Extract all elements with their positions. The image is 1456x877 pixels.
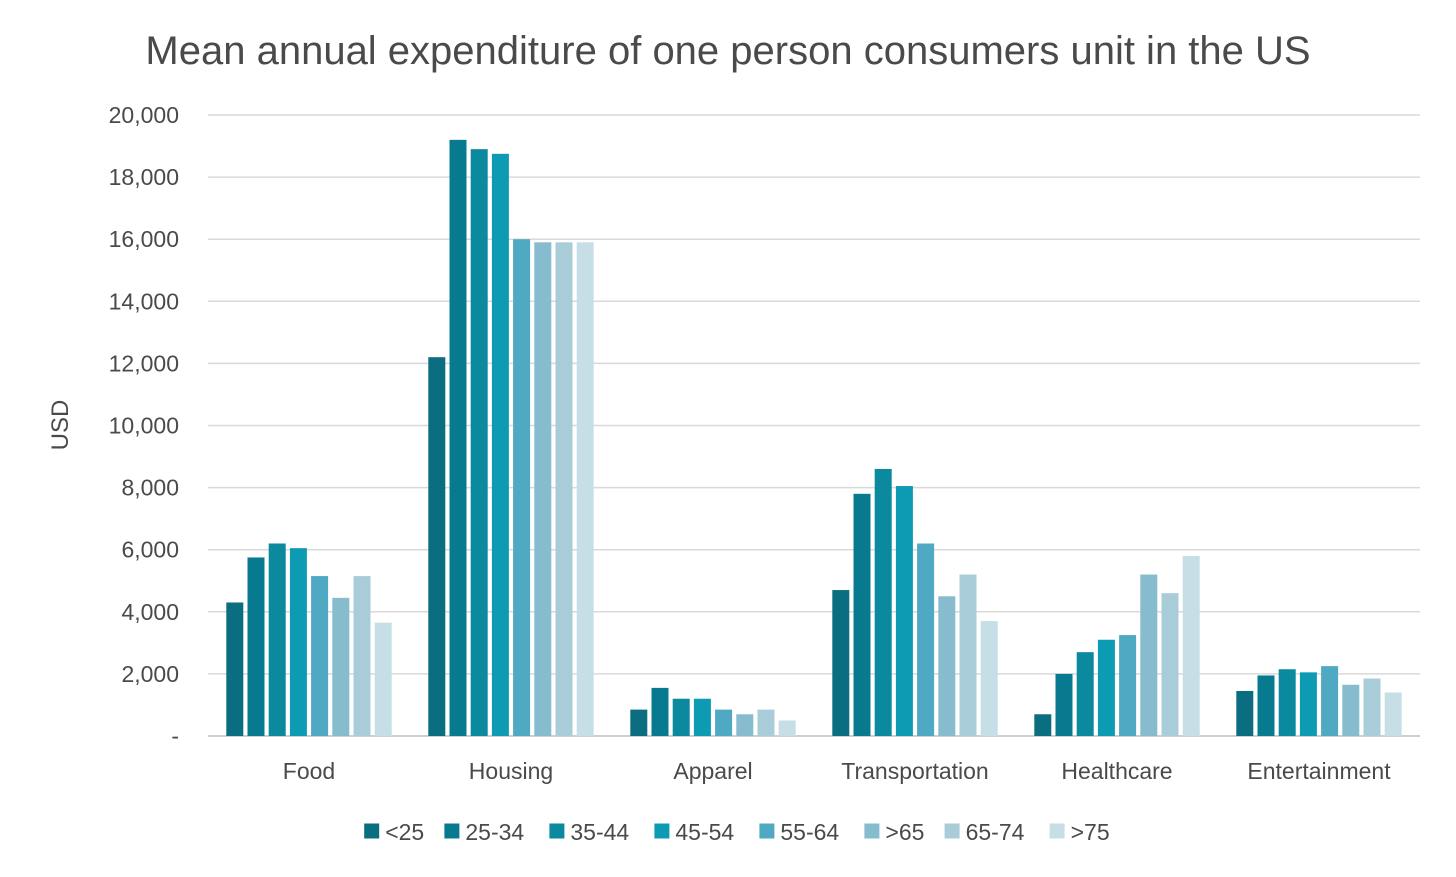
y-tick-label: 12,000 bbox=[109, 350, 179, 376]
x-axis-ticks: Food Housing Apparel Transportation Healthca… bbox=[283, 758, 1391, 784]
legend-swatch bbox=[654, 823, 670, 839]
bar-apparel-3 bbox=[693, 698, 711, 736]
bar-apparel-1 bbox=[651, 687, 669, 736]
bar-transportation-7 bbox=[980, 621, 998, 736]
bar-healthcare-7 bbox=[1182, 555, 1200, 736]
bar-transportation-4 bbox=[917, 543, 935, 736]
y-tick-label: 20,000 bbox=[109, 102, 179, 128]
bar-healthcare-5 bbox=[1140, 574, 1158, 736]
legend-label: 55-64 bbox=[780, 819, 839, 845]
bar-entertainment-4 bbox=[1321, 666, 1339, 736]
bar-housing-5 bbox=[534, 242, 552, 736]
bar-food-5 bbox=[332, 597, 350, 736]
bar-apparel-5 bbox=[736, 714, 754, 736]
x-tick-label: Transportation bbox=[841, 758, 988, 784]
chart-title: Mean annual expenditure of one person co… bbox=[145, 29, 1310, 73]
x-tick-label: Food bbox=[283, 758, 335, 784]
legend-swatch bbox=[944, 823, 960, 839]
legend-label: <25 bbox=[385, 819, 424, 845]
y-tick-label: 4,000 bbox=[121, 599, 179, 625]
bar-food-2 bbox=[268, 543, 286, 736]
bar-apparel-0 bbox=[630, 709, 648, 736]
bar-apparel-4 bbox=[715, 709, 733, 736]
bar-healthcare-0 bbox=[1034, 714, 1052, 736]
legend-item: 25-34 bbox=[444, 819, 524, 845]
bar-entertainment-2 bbox=[1278, 669, 1296, 736]
legend-item: <25 bbox=[364, 819, 424, 845]
bar-food-3 bbox=[289, 548, 307, 736]
gridlines bbox=[208, 114, 1420, 737]
bar-entertainment-1 bbox=[1257, 675, 1275, 736]
legend-swatch bbox=[549, 823, 565, 839]
bar-transportation-5 bbox=[938, 596, 956, 736]
legend-item: 35-44 bbox=[549, 819, 629, 845]
bar-housing-0 bbox=[428, 357, 446, 736]
bar-transportation-1 bbox=[853, 493, 871, 736]
bar-entertainment-3 bbox=[1299, 672, 1317, 736]
bar-transportation-3 bbox=[895, 486, 913, 736]
legend: <25 25-34 35-44 45-54 55-64 >65 65-74 >75 bbox=[364, 819, 1110, 845]
bar-entertainment-5 bbox=[1342, 684, 1360, 736]
bar-food-6 bbox=[353, 576, 371, 736]
bar-housing-6 bbox=[555, 242, 573, 736]
legend-swatch bbox=[759, 823, 775, 839]
bar-transportation-2 bbox=[874, 468, 892, 736]
y-tick-label: 18,000 bbox=[109, 164, 179, 190]
legend-item: 55-64 bbox=[759, 819, 839, 845]
legend-label: >75 bbox=[1071, 819, 1110, 845]
bar-transportation-0 bbox=[832, 590, 850, 736]
bar-healthcare-6 bbox=[1161, 593, 1179, 736]
x-tick-label: Entertainment bbox=[1247, 758, 1391, 784]
bar-entertainment-0 bbox=[1236, 690, 1254, 736]
bar-transportation-6 bbox=[959, 574, 977, 736]
legend-item: 65-74 bbox=[944, 819, 1025, 845]
legend-label: 45-54 bbox=[675, 819, 734, 845]
bar-food-7 bbox=[374, 622, 392, 736]
bar-healthcare-1 bbox=[1055, 673, 1073, 736]
y-axis-label: USD bbox=[47, 400, 74, 451]
legend-label: >65 bbox=[885, 819, 924, 845]
legend-swatch bbox=[444, 823, 460, 839]
bar-food-0 bbox=[226, 602, 244, 736]
bar-apparel-2 bbox=[672, 698, 690, 736]
y-tick-label: 10,000 bbox=[109, 413, 179, 439]
y-tick-label: - bbox=[171, 723, 179, 749]
y-tick-label: 16,000 bbox=[109, 226, 179, 252]
bar-entertainment-6 bbox=[1363, 678, 1381, 736]
y-tick-label: 2,000 bbox=[121, 661, 179, 687]
bar-apparel-7 bbox=[778, 720, 796, 736]
y-tick-label: 14,000 bbox=[109, 288, 179, 314]
legend-swatch bbox=[1049, 823, 1065, 839]
legend-item: 45-54 bbox=[654, 819, 734, 845]
x-tick-label: Housing bbox=[469, 758, 553, 784]
x-tick-label: Healthcare bbox=[1061, 758, 1172, 784]
bar-food-1 bbox=[247, 557, 265, 736]
x-tick-label: Apparel bbox=[673, 758, 752, 784]
bars bbox=[226, 139, 1402, 737]
y-tick-label: 8,000 bbox=[121, 475, 179, 501]
legend-label: 65-74 bbox=[966, 819, 1025, 845]
y-axis-ticks: - 2,000 4,000 6,000 8,000 10,000 12,000 14,000 1… bbox=[109, 102, 179, 749]
bar-housing-1 bbox=[449, 139, 467, 737]
bar-housing-7 bbox=[576, 242, 594, 736]
bar-housing-3 bbox=[491, 153, 509, 736]
legend-item: >75 bbox=[1049, 819, 1110, 845]
bar-housing-2 bbox=[470, 149, 488, 736]
legend-swatch bbox=[864, 823, 880, 839]
y-tick-label: 6,000 bbox=[121, 537, 179, 563]
legend-item: >65 bbox=[864, 819, 924, 845]
legend-label: 35-44 bbox=[570, 819, 629, 845]
bar-healthcare-4 bbox=[1119, 635, 1137, 736]
legend-swatch bbox=[364, 823, 380, 839]
bar-healthcare-3 bbox=[1097, 639, 1115, 736]
bar-food-4 bbox=[311, 576, 329, 736]
bar-apparel-6 bbox=[757, 709, 775, 736]
bar-entertainment-7 bbox=[1384, 692, 1402, 736]
bar-housing-4 bbox=[513, 239, 531, 736]
legend-label: 25-34 bbox=[465, 819, 524, 845]
bar-healthcare-2 bbox=[1076, 652, 1094, 736]
